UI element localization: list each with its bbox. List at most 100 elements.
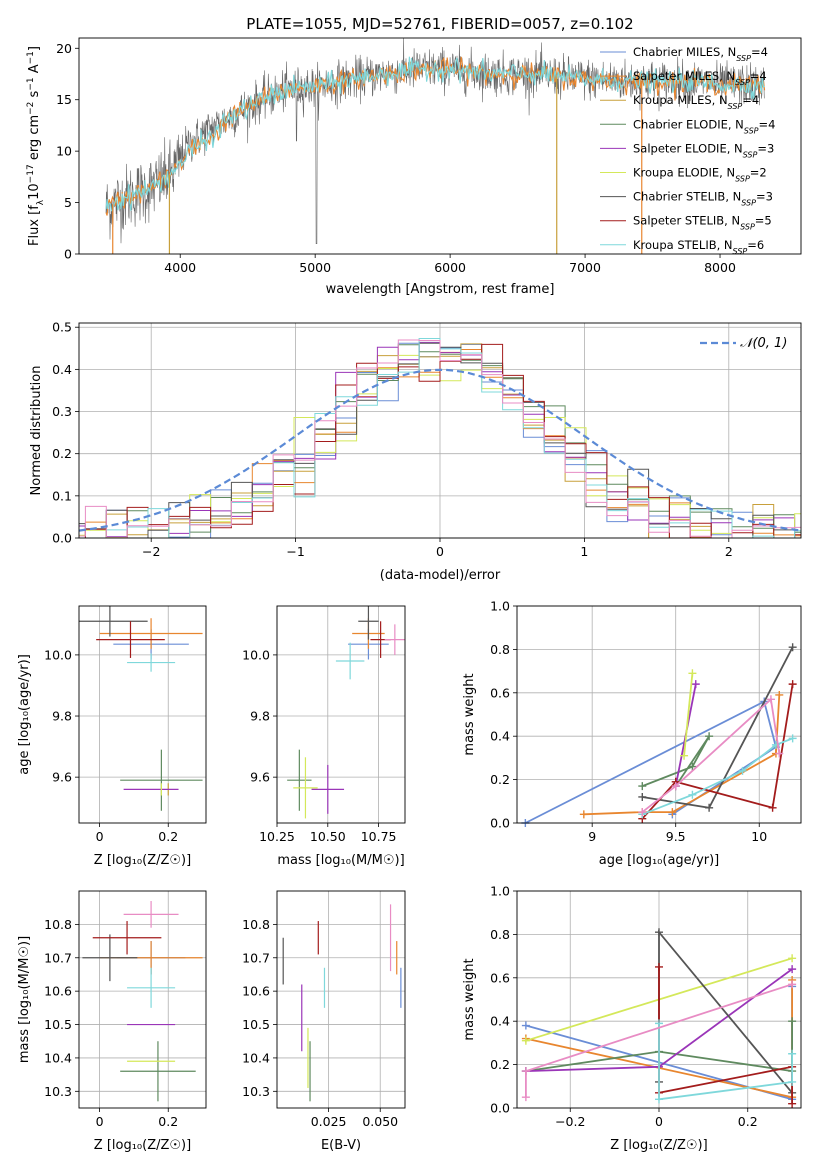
x-tick-label: 6000 [434, 260, 466, 275]
legend-entry: Chabrier STELIB, NSSP=3 [633, 190, 773, 208]
y-axis-label-part: s [27, 90, 42, 101]
y-tick-label: 9.8 [250, 709, 270, 724]
y-tick-label: 0.5 [52, 320, 72, 335]
legend-tail: =4 [750, 69, 767, 83]
y-tick-label: 10.0 [44, 647, 72, 662]
x-tick-label: 9 [588, 829, 596, 844]
x-tick-label: 0.025 [311, 1114, 347, 1129]
plus-marker [668, 808, 677, 817]
y-axis-label-part: 10 [27, 183, 42, 200]
weight-lines [521, 643, 797, 827]
y-axis-label-part: erg cm [27, 115, 42, 164]
y-tick-label: 0.0 [490, 816, 510, 831]
plus-marker [775, 690, 784, 699]
plus-marker [638, 808, 647, 817]
plus-marker [688, 790, 697, 799]
legend-entry: Kroupa MILES, NSSP=4 [633, 93, 759, 111]
error-bars [287, 606, 405, 819]
x-tick-label: 0.2 [158, 829, 178, 844]
plus-marker [655, 1019, 663, 1028]
y-tick-label: 0.8 [490, 927, 510, 942]
y-tick-label: 0.4 [490, 729, 510, 744]
x-tick-label: 2 [725, 544, 733, 559]
legend-tail: =2 [750, 166, 767, 180]
plus-marker [521, 1067, 530, 1076]
x-tick-label: 7000 [569, 260, 601, 275]
y-tick-label: 10.4 [44, 1050, 72, 1065]
chart-title: PLATE=1055, MJD=52761, FIBERID=0057, z=0… [246, 15, 633, 33]
plus-marker [775, 749, 784, 758]
y-tick-label: 10.7 [44, 950, 72, 965]
legend-sub: SSP [741, 198, 756, 207]
y-tick-label: 0.2 [490, 772, 510, 787]
legend-label: Salpeter STELIB, N [633, 214, 740, 228]
plus-marker [768, 803, 777, 812]
legend-tail: =4 [759, 117, 776, 131]
x-tick-label: 0 [96, 1114, 104, 1129]
error-bars [282, 904, 402, 1102]
y-axis-label-part: −17 [26, 164, 36, 183]
y-tick-label: 10.4 [242, 1050, 270, 1065]
y-tick-label: 1.0 [490, 599, 510, 614]
normal-curve [79, 368, 801, 532]
legend-entry: Salpeter MILES, NSSP=4 [633, 69, 767, 87]
y-tick-label: 15 [56, 92, 72, 107]
y-axis-label-part: ] [27, 46, 42, 51]
series-chabrier-elodie [525, 1021, 793, 1073]
plus-marker [705, 803, 714, 812]
legend-sub: SSP [733, 246, 748, 255]
legend-entry: Kroupa STELIB, NSSP=6 [633, 238, 764, 256]
x-tick-label: 4000 [164, 260, 196, 275]
axes-frame [516, 890, 802, 1109]
y-tick-label: 10.5 [242, 1017, 270, 1032]
x-tick-label: 8000 [704, 260, 736, 275]
legend-sub: SSP [744, 126, 759, 135]
legend-label: Chabrier ELODIE, N [633, 117, 744, 131]
y-axis-label: Flux [fλ10−17 erg cm−2 s−1 A−1] [26, 46, 46, 246]
plus-marker [788, 1099, 797, 1108]
y-axis-label-part: A [27, 64, 42, 77]
x-axis-label: E(B-V) [321, 1138, 361, 1153]
legend-entry: Salpeter ELODIE, NSSP=3 [633, 141, 774, 159]
plus-marker [655, 928, 663, 937]
plus-marker [788, 1017, 797, 1026]
plus-marker [579, 810, 588, 819]
histograms [79, 338, 801, 538]
x-tick-label: 1 [580, 544, 588, 559]
legend-tail: =4 [751, 45, 768, 59]
y-axis-label: mass [log₁₀(M/M☉)] [17, 936, 32, 1063]
y-tick-label: 10.0 [242, 647, 270, 662]
legend-sub: SSP [735, 174, 750, 183]
y-tick-label: 20 [56, 41, 72, 56]
x-axis-label: mass [log₁₀(M/M☉)] [277, 853, 404, 868]
axes-frame [78, 37, 802, 255]
y-tick-label: 10.5 [44, 1017, 72, 1032]
error-bars [79, 606, 203, 811]
axes-frame [78, 605, 207, 824]
plus-marker [671, 782, 680, 791]
x-tick-label: 0.050 [362, 1114, 398, 1129]
y-axis-label-part: −2 [26, 102, 36, 115]
axes-frame [276, 605, 406, 824]
residuals-axes [75, 323, 801, 542]
y-tick-label: 10.7 [242, 950, 270, 965]
legend-entry: Chabrier MILES, NSSP=4 [633, 45, 768, 63]
y-tick-label: 10 [56, 144, 72, 159]
legend-entry: Chabrier ELODIE, NSSP=4 [633, 117, 775, 135]
legend-tail: =3 [757, 141, 774, 155]
y-tick-label: 10.6 [44, 984, 72, 999]
series-extra [641, 697, 781, 813]
legend-entry: Kroupa ELODIE, NSSP=2 [633, 166, 767, 184]
y-tick-label: 10.8 [44, 917, 72, 932]
x-tick-label: 10 [751, 829, 767, 844]
plus-marker [788, 1077, 797, 1086]
legend: Chabrier MILES, NSSP=4 Salpeter MILES, NS… [600, 45, 775, 255]
x-tick-label: 0.2 [738, 1114, 758, 1129]
y-tick-label: 0.0 [52, 531, 72, 546]
y-axis-label-part: λ [36, 199, 46, 205]
series-kroupa-stelib [641, 737, 793, 816]
x-axis-label: wavelength [Angstrom, rest frame] [326, 282, 555, 297]
error-bars [82, 901, 203, 1102]
series-kroupa-stelib [658, 1023, 793, 1101]
